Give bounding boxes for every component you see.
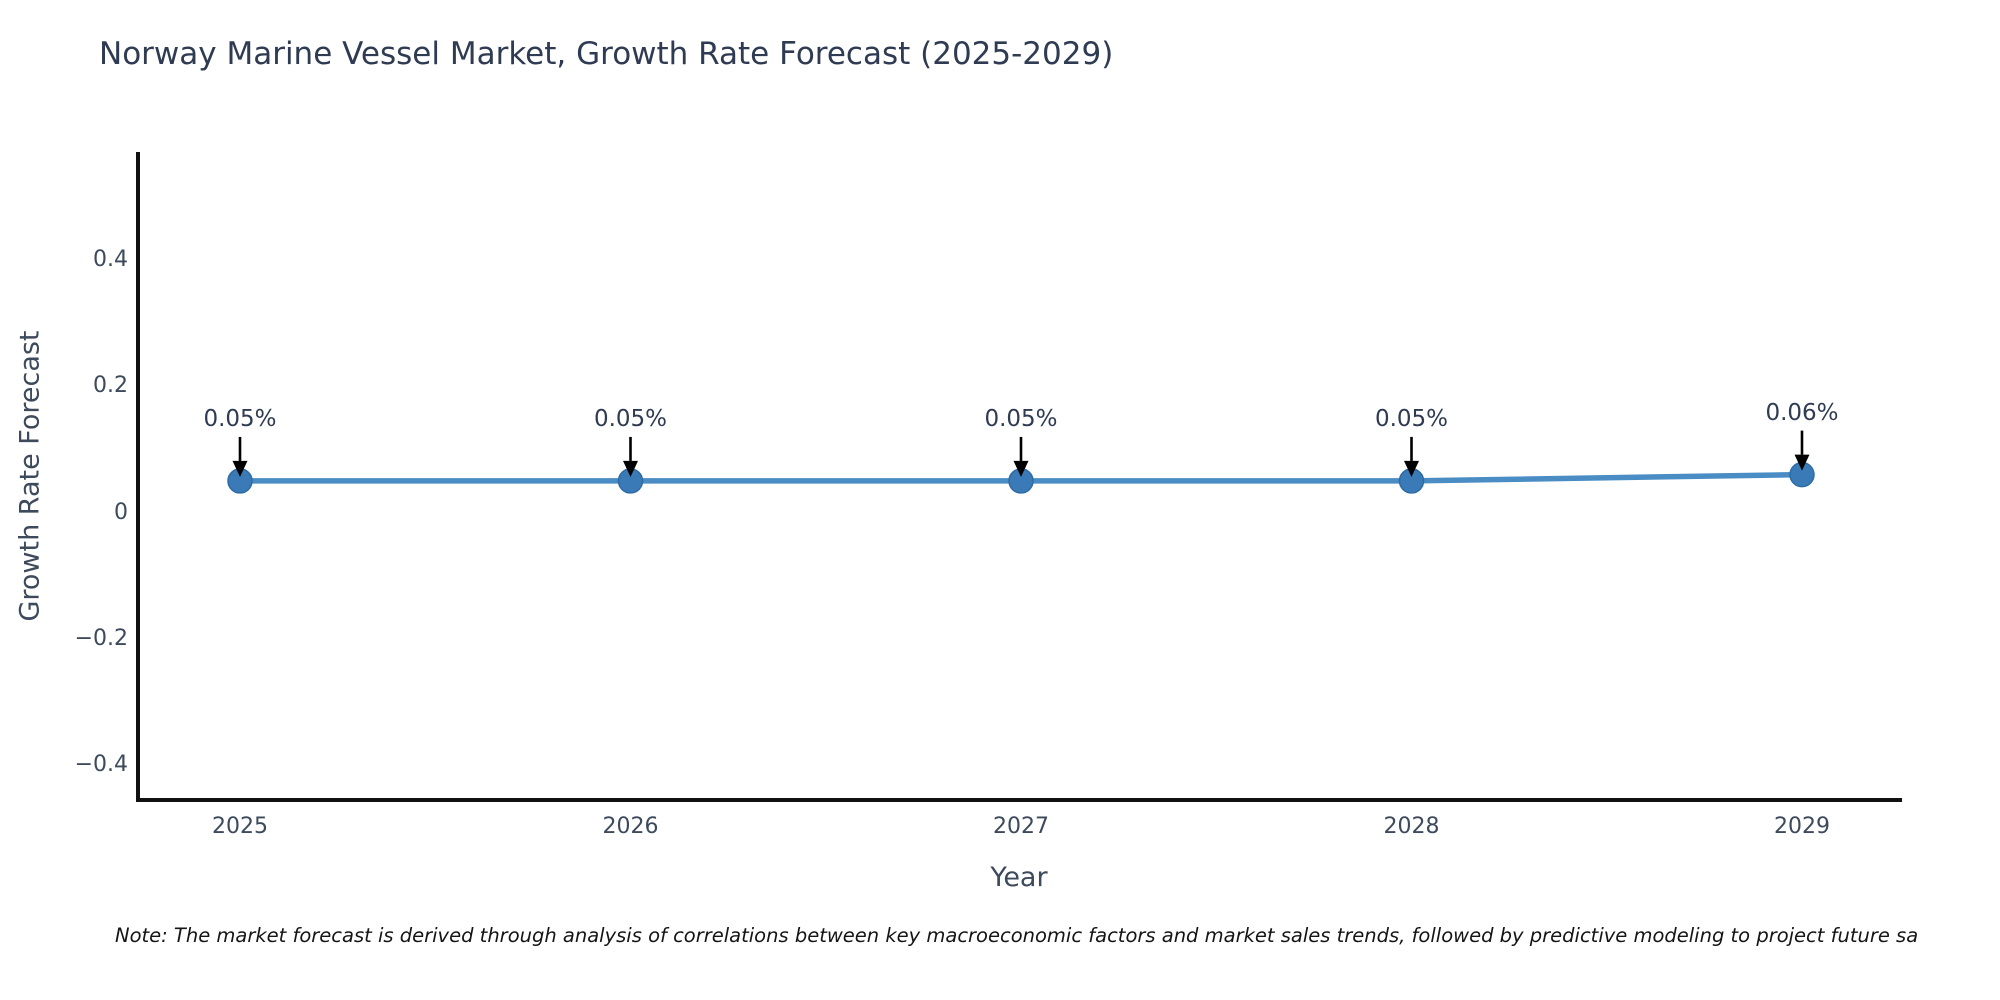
point-value-label: 0.05%: [203, 405, 277, 432]
annotation-arrow-head: [623, 460, 638, 477]
point-value-label: 0.05%: [984, 405, 1058, 432]
y-tick-label: −0.4: [74, 752, 128, 778]
x-tick-label: 2026: [602, 814, 659, 839]
annotation-arrow-head: [1794, 454, 1810, 471]
x-tick-label: 2028: [1383, 814, 1440, 839]
y-tick-label: 0: [114, 499, 128, 525]
y-axis-label: Growth Rate Forecast: [14, 330, 46, 622]
x-tick-label: 2025: [212, 814, 268, 839]
x-tick-label: 2029: [1774, 814, 1830, 839]
point-value-label: 0.05%: [593, 405, 668, 432]
annotation-arrow-head: [1013, 460, 1029, 477]
chart-title: Norway Marine Vessel Market, Growth Rate…: [99, 36, 1114, 72]
y-tick-label: −0.2: [74, 625, 128, 651]
footnote: Note: The market forecast is derived thr…: [115, 924, 1919, 947]
y-tick-label: 0.2: [93, 373, 128, 399]
point-value-label: 0.05%: [1374, 405, 1449, 432]
point-value-label: 0.06%: [1765, 399, 1839, 426]
annotation-arrow-head: [1404, 460, 1419, 477]
x-tick-label: 2027: [993, 814, 1049, 839]
y-tick-label: 0.4: [93, 246, 128, 272]
annotation-arrow-head: [232, 460, 248, 477]
x-axis-label: Year: [990, 862, 1048, 893]
